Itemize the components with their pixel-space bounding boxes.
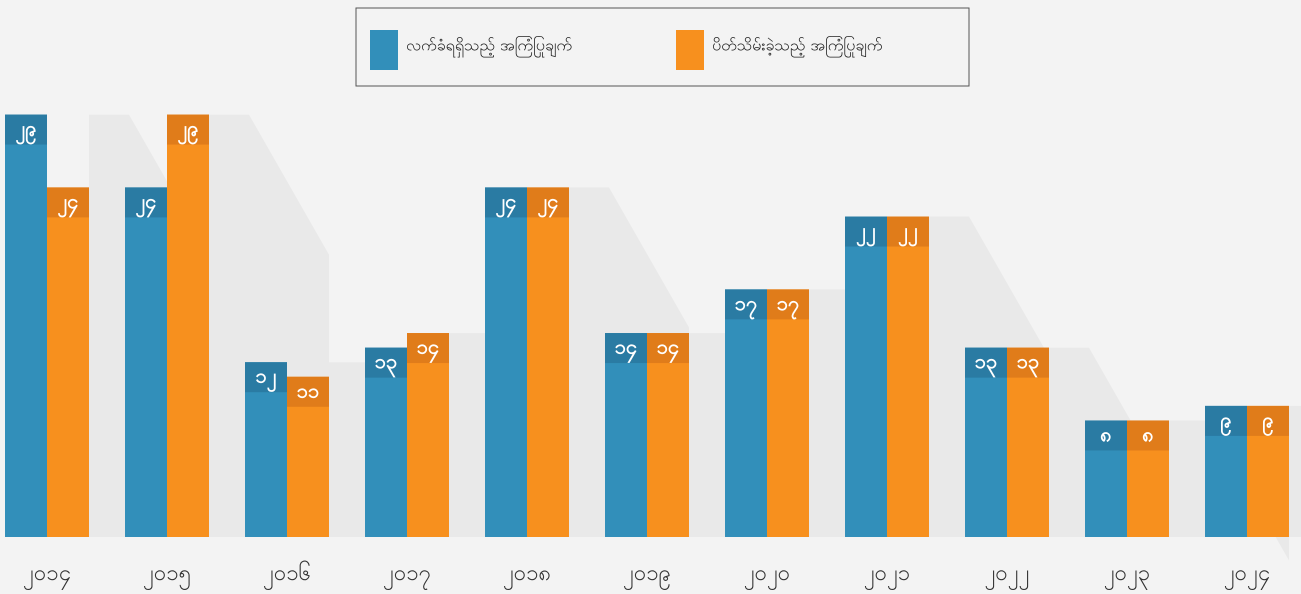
- legend-box: [355, 7, 970, 87]
- bar-label: ၂၂: [898, 218, 918, 247]
- bar-label-box: [767, 289, 809, 320]
- x-tick-label: ၂၀၂၄: [1224, 561, 1270, 590]
- bar-label-box: [407, 333, 449, 364]
- x-tick-label: ၂၀၁၄: [23, 561, 71, 590]
- bar-label-box: [965, 347, 1007, 378]
- bar-label: ၉: [1262, 407, 1273, 436]
- bar-label: ၁၄: [657, 335, 680, 364]
- bar: [845, 216, 887, 538]
- bar-label: ၈: [1142, 422, 1153, 446]
- x-tick-label: ၂၀၂၁: [864, 561, 910, 590]
- bar: [125, 187, 167, 537]
- x-tick-label: ၂၀၁၉: [623, 561, 671, 590]
- x-tick-label: ၂၀၂၀: [744, 561, 790, 590]
- bar-label-box: [605, 333, 647, 364]
- bar-label-box: [1007, 347, 1049, 378]
- bar-label-box: [167, 114, 209, 145]
- bar-label: ၂၄: [495, 189, 516, 218]
- bar-label: ၂၄: [537, 189, 558, 218]
- bar: [725, 289, 767, 537]
- bar: [5, 114, 47, 538]
- x-tick-label: ၂၀၂၃: [1104, 561, 1150, 590]
- x-tick-label: ၂၀၁၆: [263, 560, 311, 590]
- bar-label: ၂၄: [57, 189, 78, 218]
- bar-label-box: [365, 347, 407, 378]
- bar-label-box: [47, 187, 89, 218]
- legend-label: လက်ခံရရှိသည့် အကြံပြုချက်: [406, 36, 572, 58]
- bar-label-box: [485, 187, 527, 218]
- bar-label-box: [647, 333, 689, 364]
- bar: [527, 187, 569, 537]
- legend-label: ပိတ်သိမ်းခဲ့သည့် အကြံပြုချက်: [712, 36, 883, 58]
- bar-label: ၁၂: [255, 364, 276, 393]
- legend-swatch: [370, 30, 398, 70]
- bar-label-box: [887, 216, 929, 247]
- bar-label-box: [725, 289, 767, 320]
- bar: [167, 114, 209, 538]
- bar-label-box: [5, 114, 47, 145]
- bar-label: ၁၁: [297, 378, 320, 402]
- bar-label-box: [527, 187, 569, 218]
- legend-swatch: [676, 30, 704, 70]
- bar: [485, 187, 527, 537]
- bar: [365, 347, 407, 537]
- x-tick-label: ၂၀၁၅: [143, 561, 191, 590]
- bar-label-box: [245, 362, 287, 393]
- x-tick-label: ၂၀၂၂: [985, 561, 1030, 590]
- bar-label: ၁၃: [375, 349, 398, 378]
- bar: [767, 289, 809, 537]
- bar-label: ၁၇: [735, 291, 758, 320]
- bar-label-box: [1247, 405, 1289, 436]
- bar: [647, 333, 689, 537]
- bar: [47, 187, 89, 537]
- bar-label-box: [845, 216, 887, 247]
- bar-shadow: [1289, 405, 1301, 537]
- bar-label: ၁၇: [777, 291, 800, 320]
- bar-label: ၂၄: [135, 189, 156, 218]
- bar-label-box: [287, 376, 329, 407]
- bar-label: ၂၂: [856, 218, 876, 247]
- bar-label-box: [1205, 405, 1247, 436]
- x-tick-label: ၂၀၁၇: [383, 561, 431, 590]
- bar-label: ၈: [1100, 422, 1111, 446]
- bar: [407, 333, 449, 537]
- bar: [887, 216, 929, 538]
- bar-label-box: [125, 187, 167, 218]
- bar-label: ၁၃: [1017, 349, 1040, 378]
- bar: [605, 333, 647, 537]
- bar: [1007, 347, 1049, 537]
- bar-label-box: [1085, 420, 1127, 451]
- bar-label: ၁၄: [417, 335, 440, 364]
- bar-label: ၂၉: [15, 116, 36, 145]
- bar-label: ၉: [1220, 407, 1231, 436]
- bar: [965, 347, 1007, 537]
- bar-label: ၁၃: [975, 349, 998, 378]
- bar-label: ၂၉: [177, 116, 198, 145]
- bar-label: ၁၄: [615, 335, 638, 364]
- bar-label-box: [1127, 420, 1169, 451]
- x-tick-label: ၂၀၁၈: [503, 561, 551, 590]
